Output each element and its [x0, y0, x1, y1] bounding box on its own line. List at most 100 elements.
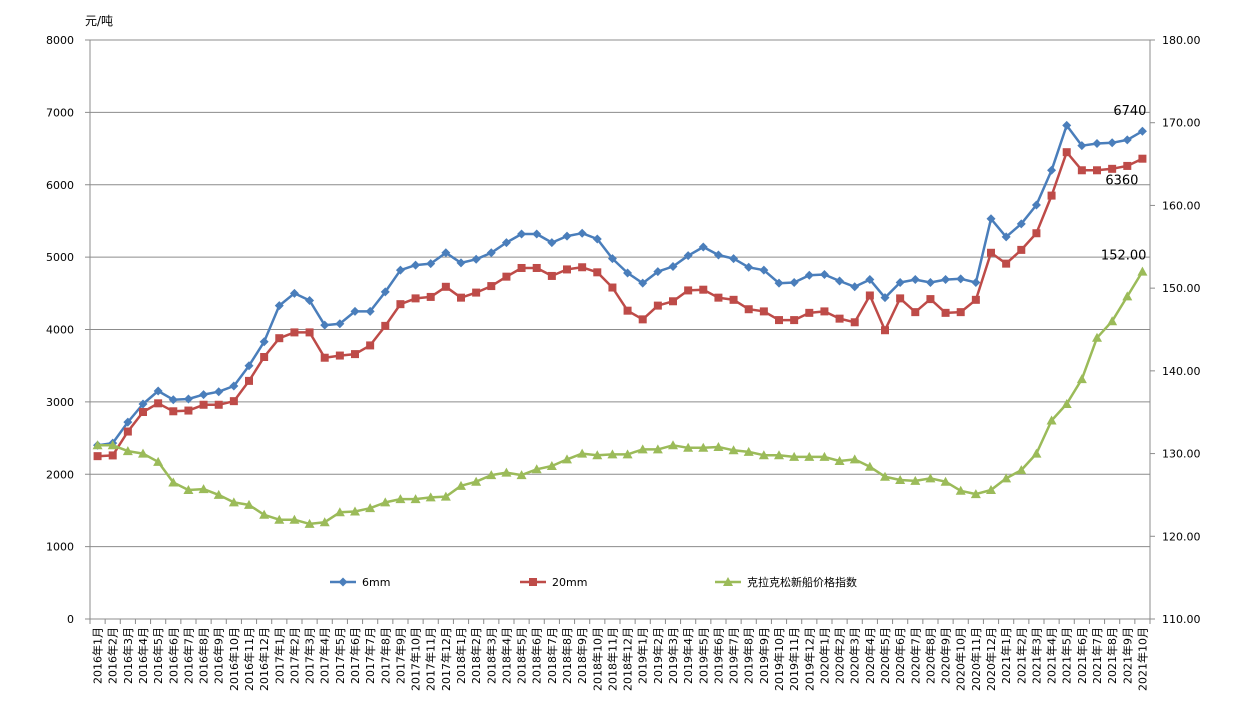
data-point [668, 440, 678, 450]
data-point [501, 467, 512, 477]
data-point [381, 321, 390, 330]
x-tick-label: 2020年8月 [923, 627, 937, 684]
data-point [1092, 138, 1102, 148]
x-tick-label: 2019年7月 [727, 627, 741, 684]
data-point [668, 262, 678, 272]
data-point [834, 456, 845, 466]
x-tick-label: 2017年1月 [272, 627, 286, 684]
data-point [775, 316, 783, 325]
data-point [758, 450, 769, 460]
data-point [440, 491, 451, 501]
annotations: 6740 6360 152.00 [1101, 104, 1147, 263]
data-point [183, 394, 193, 404]
data-point [1077, 166, 1086, 175]
data-point [971, 295, 980, 304]
x-tick-label: 2020年9月 [939, 627, 953, 684]
data-point [92, 440, 103, 450]
x-tick-label: 2020年7月 [908, 627, 922, 684]
data-point [168, 395, 178, 405]
data-point [941, 308, 950, 317]
data-point [865, 291, 874, 300]
data-point [395, 494, 406, 504]
data-point [1107, 316, 1118, 326]
right-axis-tick-labels: 110.00 120.00 130.00 140.00 150.00 160.00 170.… [1162, 34, 1201, 626]
data-point [289, 514, 300, 524]
data-point [562, 231, 572, 241]
x-tick-label: 2018年9月 [575, 627, 589, 684]
data-point [987, 248, 995, 257]
data-point [699, 285, 708, 294]
data-point [199, 390, 209, 400]
data-point [1137, 266, 1148, 276]
data-point [698, 442, 709, 452]
x-tick-label: 2018年6月 [530, 627, 544, 684]
data-point [607, 254, 617, 264]
data-point [456, 480, 466, 490]
x-tick-label: 2016年10月 [227, 627, 241, 691]
series-line [97, 150, 1143, 458]
data-point [637, 444, 648, 454]
data-point [956, 274, 966, 284]
data-point [472, 288, 481, 297]
data-point [486, 248, 496, 258]
data-point [1001, 473, 1012, 483]
data-point [790, 316, 799, 325]
data-point [592, 234, 602, 244]
x-tick-label: 2021年8月 [1105, 627, 1119, 684]
x-tick-label: 2021年9月 [1120, 627, 1134, 684]
x-tick-label: 2020年5月 [878, 627, 892, 684]
x-tick-label: 2018年10月 [590, 627, 604, 691]
data-point [592, 450, 603, 460]
data-point [107, 440, 118, 450]
data-point [865, 275, 875, 285]
x-tick-label: 2016年5月 [151, 627, 165, 684]
data-point [789, 451, 800, 461]
x-tick-label: 2020年3月 [848, 627, 862, 684]
x-tick-label: 2017年2月 [287, 627, 301, 684]
series-2 [93, 148, 1147, 461]
data-point [729, 254, 739, 264]
data-point [805, 308, 814, 317]
data-point [517, 229, 527, 239]
legend-item: 克拉克松新船价格指数 [715, 575, 857, 589]
data-point [1077, 141, 1087, 151]
x-tick-label: 2017年6月 [348, 627, 362, 684]
data-point [1093, 166, 1101, 175]
data-point [1061, 398, 1072, 408]
x-tick-label: 2021年10月 [1135, 627, 1149, 691]
left-tick-label: 5000 [46, 251, 74, 264]
data-point [653, 301, 662, 310]
x-tick-label: 2017年8月 [378, 627, 392, 684]
data-point [638, 278, 648, 288]
data-point [274, 301, 284, 311]
data-point [139, 408, 147, 417]
data-point [457, 293, 465, 302]
data-point [502, 272, 511, 281]
data-point [244, 361, 254, 371]
data-point [486, 470, 497, 480]
legend-swatch-marker [723, 577, 733, 586]
x-tick-label: 2018年1月 [454, 627, 468, 684]
legend-swatch-marker [529, 578, 537, 586]
data-point [350, 506, 360, 516]
left-unit-label: 元/吨 [85, 14, 113, 28]
data-point [1122, 291, 1133, 301]
data-point [864, 461, 875, 471]
x-tick-label: 2018年4月 [499, 627, 513, 684]
data-point [563, 265, 571, 274]
right-tick-label: 160.00 [1162, 199, 1201, 212]
data-point [744, 262, 754, 272]
data-point [1123, 161, 1132, 170]
legend-item: 20mm [520, 576, 587, 589]
data-point [351, 350, 359, 359]
data-point [729, 295, 738, 304]
data-point [698, 242, 708, 252]
data-point [652, 444, 663, 454]
data-point [1122, 135, 1132, 145]
axes [85, 39, 1155, 624]
data-point [653, 267, 663, 277]
data-point [880, 293, 890, 303]
data-point [926, 295, 935, 304]
data-point [320, 320, 330, 330]
data-point [880, 471, 890, 481]
